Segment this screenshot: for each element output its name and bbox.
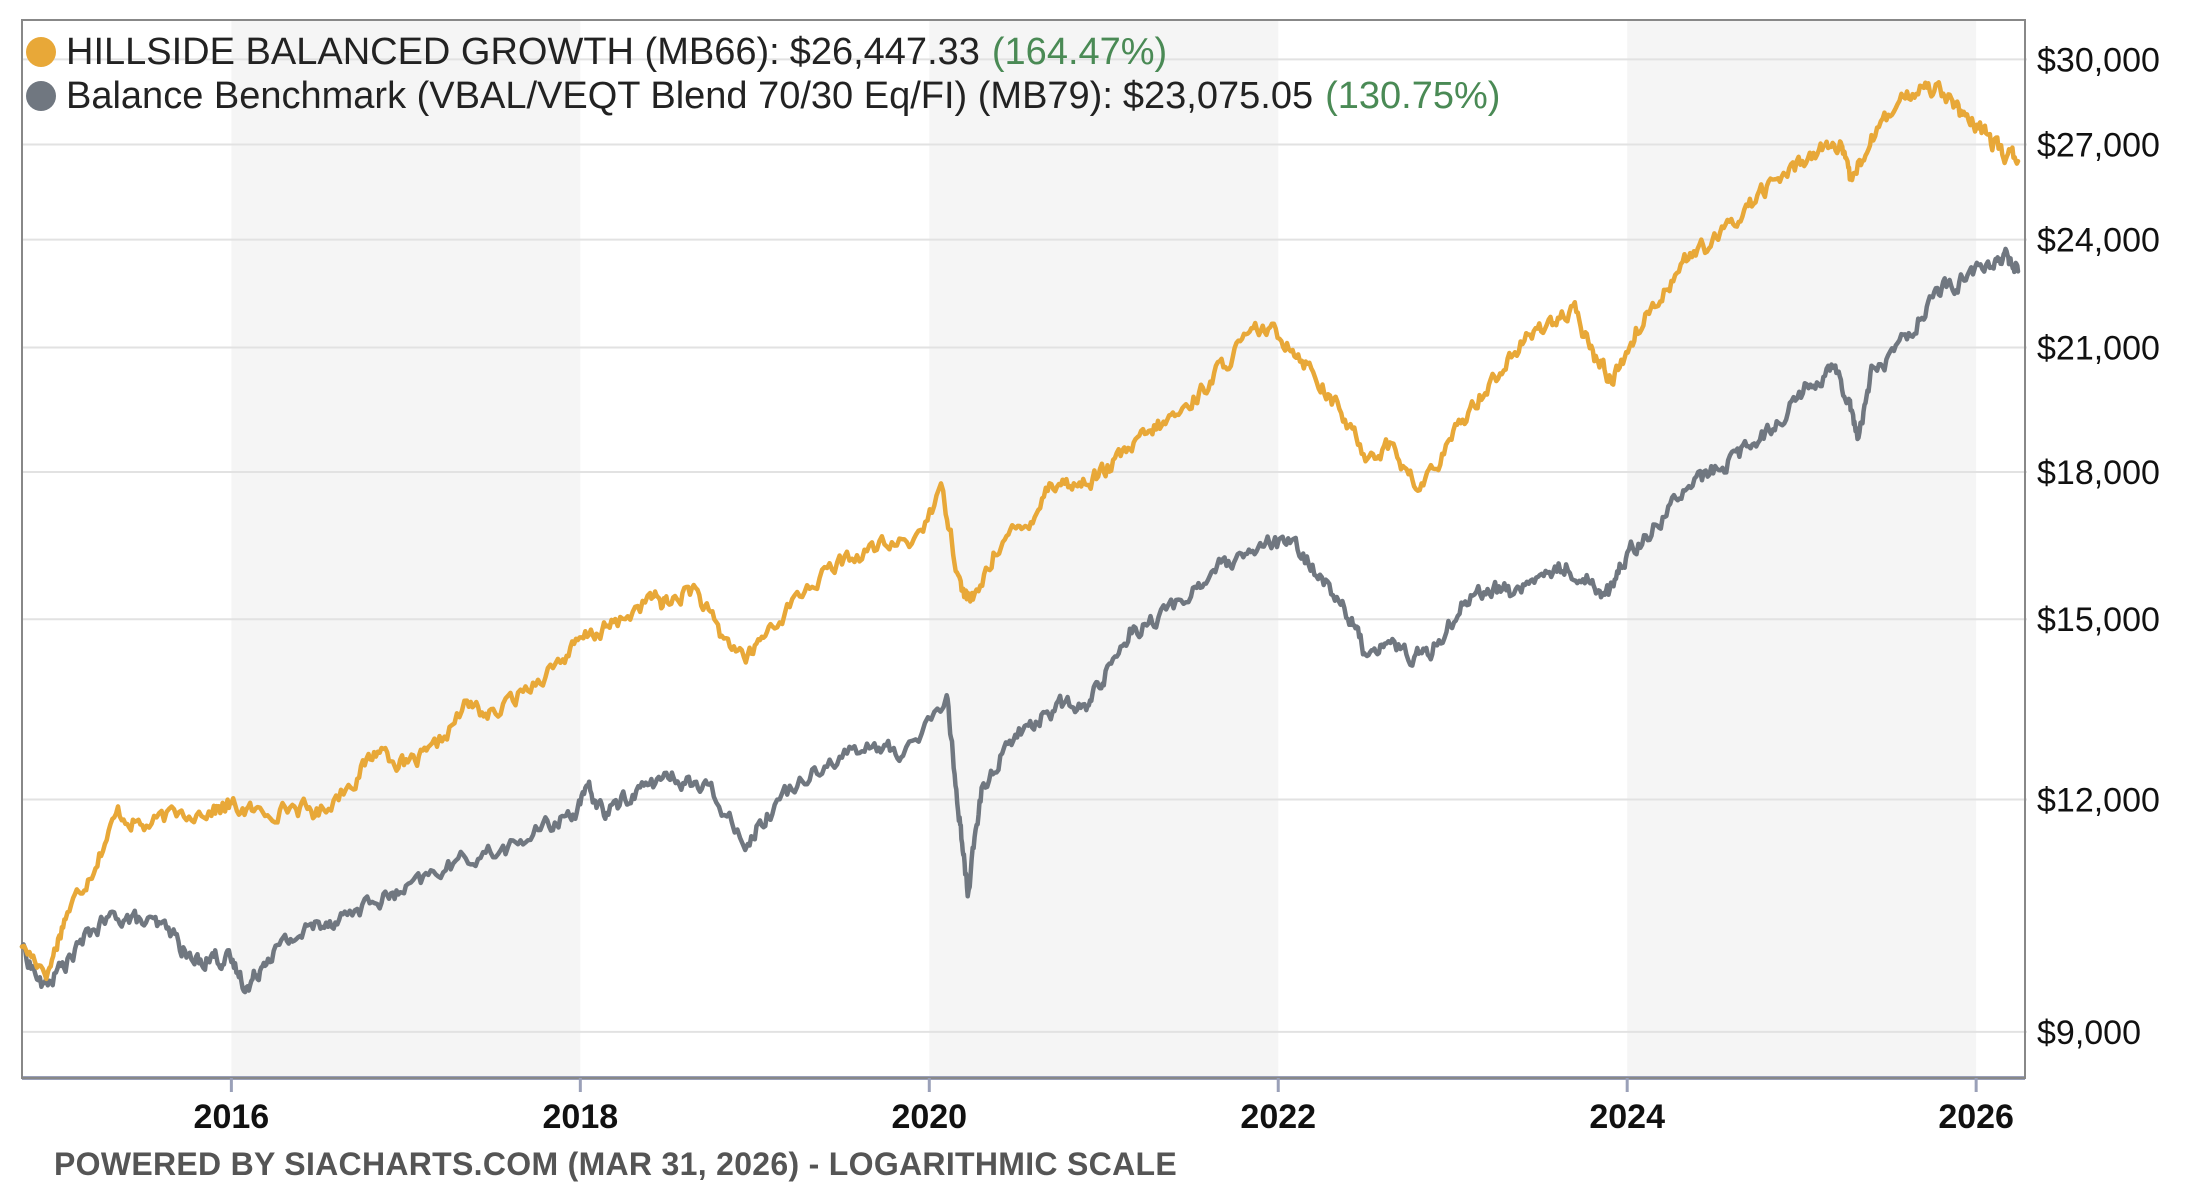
legend-label-benchmark: Balance Benchmark (VBAL/VEQT Blend 70/30… [66,75,1103,117]
y-axis-ticks: $9,000 $12,000 $15,000 $18,000 $21,000 $24,00… [2037,41,2160,1051]
shaded-band-2 [1627,20,1977,1078]
series-line-1 [19,246,2021,995]
footer-attribution: POWERED BY SIACHARTS.COM (MAR 31, 2026) … [54,1146,1177,1182]
plot-border [21,19,2026,1079]
x-tick-label-4: 2024 [1589,1098,1665,1136]
x-tick-label-1: 2018 [543,1098,619,1136]
legend-value-hillside: $26,447.33 [789,31,980,73]
legend-item-hillside[interactable]: HILLSIDE BALANCED GROWTH (MB66): $26,447… [26,30,1500,74]
y-tick-label-0: $9,000 [2037,1014,2141,1052]
legend-value-benchmark: $23,075.05 [1122,75,1314,117]
y-tick-label-7: $30,000 [2037,41,2160,79]
series-line-0 [19,80,2021,982]
shaded-band-1 [929,20,1279,1078]
legend-marker-benchmark [26,81,56,111]
x-axis-ticks: 2016 2018 2020 2022 2024 2026 [194,1078,2014,1136]
year-shading [231,20,1977,1078]
x-tick-label-0: 2016 [194,1098,270,1136]
legend-item-benchmark[interactable]: Balance Benchmark (VBAL/VEQT Blend 70/30… [26,74,1500,118]
legend-pct-hillside: (164.47%) [991,31,1168,73]
y-tick-label-2: $15,000 [2037,601,2160,639]
y-tick-label-6: $27,000 [2037,127,2160,165]
y-tick-label-4: $21,000 [2037,329,2160,367]
series-lines [19,80,2021,995]
y-tick-label-3: $18,000 [2037,454,2160,492]
legend-pct-benchmark: (130.75%) [1325,75,1501,117]
legend: HILLSIDE BALANCED GROWTH (MB66): $26,447… [26,30,1500,118]
y-tick-label-5: $24,000 [2037,222,2160,260]
x-tick-label-3: 2022 [1240,1098,1316,1136]
y-tick-label-1: $12,000 [2037,781,2160,819]
x-tick-label-2: 2020 [891,1098,967,1136]
legend-marker-hillside [26,37,56,67]
shaded-band-0 [231,20,581,1078]
x-tick-label-5: 2026 [1938,1098,2014,1136]
legend-label-hillside: HILLSIDE BALANCED GROWTH (MB66) [66,31,770,73]
